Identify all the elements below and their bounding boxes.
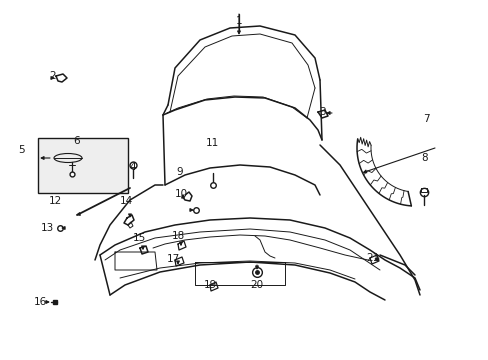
Text: 3: 3	[319, 107, 325, 117]
Text: 20: 20	[250, 280, 263, 291]
Text: 15: 15	[133, 233, 146, 243]
Text: 12: 12	[49, 196, 62, 206]
Text: 16: 16	[33, 297, 47, 307]
Text: 19: 19	[203, 280, 217, 291]
Text: 8: 8	[420, 153, 427, 163]
Text: 10: 10	[174, 189, 187, 199]
Text: 18: 18	[171, 231, 185, 241]
Text: 14: 14	[119, 196, 133, 206]
Text: 11: 11	[205, 138, 219, 148]
Text: 9: 9	[176, 167, 183, 177]
Text: 5: 5	[18, 145, 25, 156]
Text: 17: 17	[166, 254, 180, 264]
Text: 13: 13	[41, 223, 54, 233]
Bar	[38, 138, 128, 193]
Text: 6: 6	[73, 136, 80, 147]
Text: 2: 2	[49, 71, 56, 81]
Text: 7: 7	[422, 114, 429, 124]
Text: 4: 4	[129, 162, 136, 172]
Text: 21: 21	[365, 253, 379, 264]
Text: 1: 1	[235, 16, 242, 26]
